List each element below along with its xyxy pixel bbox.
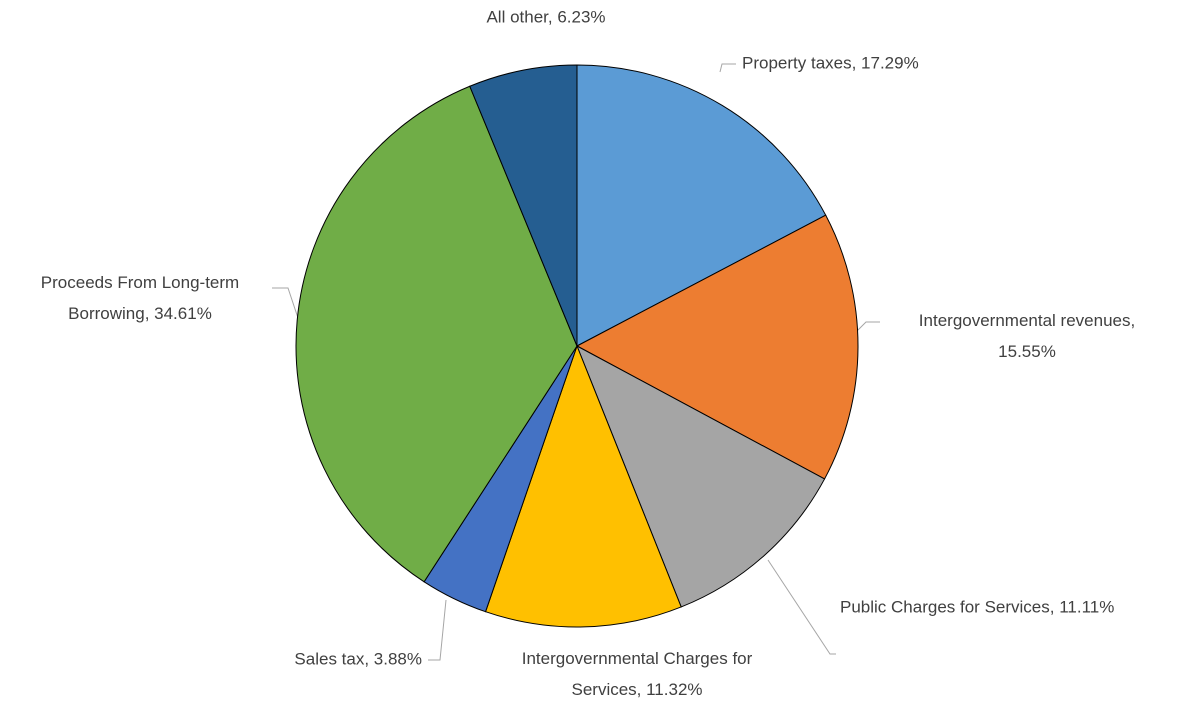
data-label: Property taxes, 17.29% bbox=[742, 53, 919, 72]
pie-slice bbox=[469, 64, 578, 347]
leader-line bbox=[767, 559, 836, 655]
leader-line bbox=[719, 63, 736, 73]
data-label: Public Charges for Services, 11.11% bbox=[840, 597, 1114, 616]
pie-slice bbox=[575, 214, 859, 480]
data-label: Intergovernmental revenues, 15.55% bbox=[919, 311, 1135, 361]
data-label: Proceeds From Long-term Borrowing, 34.61% bbox=[41, 273, 239, 323]
leader-line bbox=[272, 287, 299, 319]
data-label: All other, 6.23% bbox=[486, 7, 605, 26]
pie-slice bbox=[295, 85, 578, 583]
pie-slice bbox=[484, 344, 682, 628]
data-label: Intergovernmental Charges for Services, 1… bbox=[522, 649, 753, 699]
pie-slice bbox=[576, 344, 826, 608]
leader-line bbox=[428, 599, 447, 661]
pie-slice bbox=[576, 64, 827, 347]
data-label: Sales tax, 3.88% bbox=[294, 649, 422, 668]
